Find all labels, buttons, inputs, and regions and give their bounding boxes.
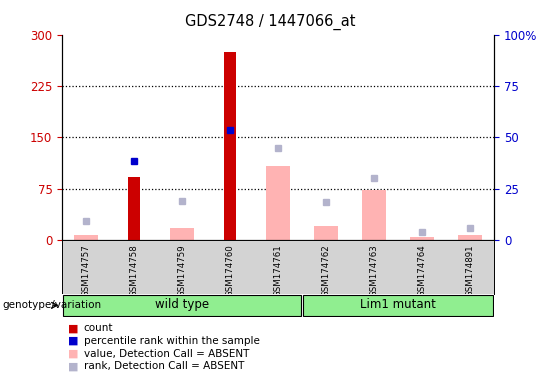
Text: rank, Detection Call = ABSENT: rank, Detection Call = ABSENT bbox=[84, 361, 244, 371]
Bar bbox=[75, 235, 98, 240]
Bar bbox=[170, 228, 194, 240]
Bar bbox=[314, 226, 338, 240]
Text: ■: ■ bbox=[68, 361, 78, 371]
Bar bbox=[303, 295, 493, 316]
Text: genotype/variation: genotype/variation bbox=[3, 300, 102, 310]
Text: count: count bbox=[84, 323, 113, 333]
Text: GSM174761: GSM174761 bbox=[274, 244, 282, 297]
Text: GSM174764: GSM174764 bbox=[417, 244, 427, 297]
Text: wild type: wild type bbox=[155, 298, 209, 311]
Bar bbox=[128, 177, 140, 240]
Bar bbox=[266, 166, 290, 240]
Text: ■: ■ bbox=[68, 349, 78, 359]
Text: GSM174758: GSM174758 bbox=[130, 244, 139, 297]
Text: GSM174891: GSM174891 bbox=[465, 244, 475, 297]
Text: GSM174757: GSM174757 bbox=[82, 244, 91, 297]
Text: GSM174763: GSM174763 bbox=[369, 244, 379, 297]
Text: Lim1 mutant: Lim1 mutant bbox=[360, 298, 436, 311]
Bar bbox=[362, 190, 386, 240]
Bar bbox=[410, 237, 434, 240]
Bar bbox=[224, 52, 236, 240]
Text: GSM174762: GSM174762 bbox=[322, 244, 330, 297]
Bar bbox=[458, 235, 482, 240]
Text: value, Detection Call = ABSENT: value, Detection Call = ABSENT bbox=[84, 349, 249, 359]
Text: ■: ■ bbox=[68, 323, 78, 333]
Text: GDS2748 / 1447066_at: GDS2748 / 1447066_at bbox=[185, 13, 355, 30]
Text: GSM174760: GSM174760 bbox=[226, 244, 234, 297]
Text: ■: ■ bbox=[68, 336, 78, 346]
Text: GSM174759: GSM174759 bbox=[178, 244, 187, 297]
Text: percentile rank within the sample: percentile rank within the sample bbox=[84, 336, 260, 346]
Bar bbox=[63, 295, 301, 316]
